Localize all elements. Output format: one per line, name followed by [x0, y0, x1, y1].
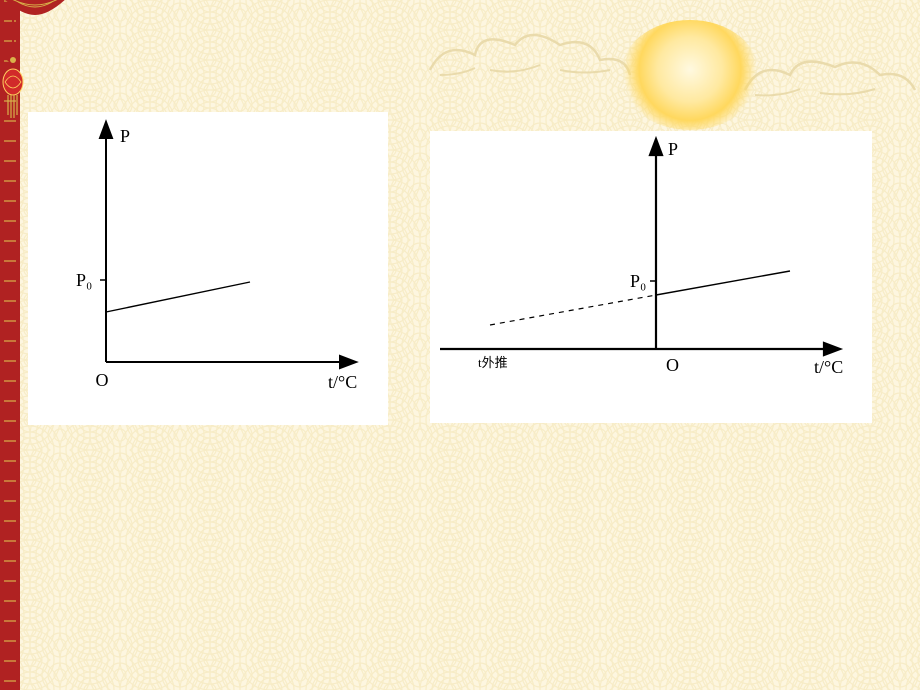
x-axis-arrow [340, 356, 356, 368]
p0-label: P₀ [76, 270, 92, 290]
x-axis-label: t/°C [328, 372, 357, 392]
extrapolation-label: t外推 [478, 355, 508, 370]
y-axis-arrow [650, 139, 662, 155]
slide-background: P P₀ O t/°C P P₀ O [0, 0, 920, 690]
cloud-decoration-right [740, 45, 920, 105]
data-line-solid [656, 271, 790, 295]
x-axis-label: t/°C [814, 357, 843, 377]
y-axis-label: P [668, 139, 678, 159]
x-axis-arrow [824, 343, 840, 355]
cloud-decoration-left [420, 20, 640, 90]
chart-left: P P₀ O t/°C [28, 112, 388, 425]
data-line [106, 282, 250, 312]
origin-label: O [96, 370, 109, 390]
y-axis-label: P [120, 126, 130, 146]
sun-decoration [620, 20, 760, 130]
chart-right: P P₀ O t/°C t外推 [430, 131, 872, 423]
p0-label: P₀ [630, 271, 646, 291]
origin-label: O [666, 355, 679, 375]
lantern-ornament [0, 0, 80, 130]
data-line-dashed [490, 295, 656, 325]
y-axis-arrow [100, 122, 112, 138]
